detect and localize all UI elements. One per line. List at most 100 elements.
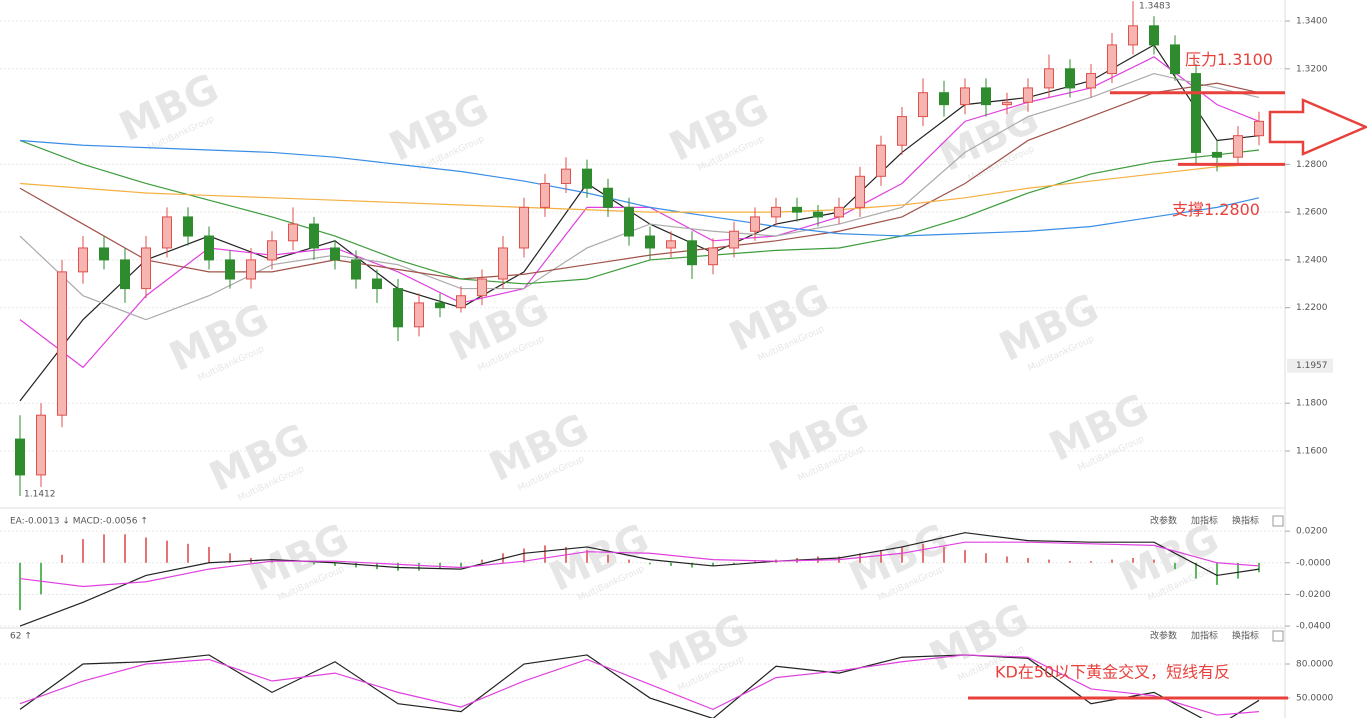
candle-body: [813, 211, 823, 218]
candle-body: [1149, 25, 1159, 46]
candle-body: [666, 240, 676, 249]
candle-body: [498, 247, 508, 280]
indicator-line: [19, 541, 1260, 588]
y-tick-label: 80.0000: [1296, 660, 1333, 670]
candle-body: [1128, 25, 1138, 46]
level-label: 压力1.3100: [1185, 50, 1273, 69]
candle-body: [1212, 151, 1222, 158]
high-label: 1.3483: [1139, 2, 1171, 12]
last-price-label: 1.1957: [1296, 361, 1328, 371]
candle-body: [1254, 120, 1264, 137]
indicator-line: [19, 654, 1260, 716]
y-tick-label: 1.2800: [1296, 160, 1328, 170]
candle-body: [876, 144, 886, 177]
indicator-line: [19, 532, 1260, 627]
indicator-line: [19, 139, 1260, 237]
candle-body: [351, 259, 361, 280]
candle-body: [204, 235, 214, 261]
candle-body: [36, 414, 46, 476]
low-label: 1.1412: [24, 489, 56, 499]
control-button[interactable]: 加指标: [1191, 630, 1218, 642]
candle-body: [939, 92, 949, 106]
candle-body: [183, 216, 193, 237]
candle-body: [477, 278, 487, 297]
candle-body: [1107, 44, 1117, 75]
candle-body: [687, 240, 697, 266]
candle-body: [246, 259, 256, 280]
candle-body: [1002, 101, 1012, 106]
y-tick-label: -0.0200: [1296, 590, 1331, 600]
candle-body: [1065, 68, 1075, 89]
candle-body: [729, 230, 739, 249]
candle-body: [1233, 135, 1243, 158]
candle-body: [1044, 68, 1054, 89]
level-label: KD在50以下黄金交叉，短线有反: [995, 663, 1230, 682]
candle-body: [960, 87, 970, 106]
y-tick-label: 50.0000: [1296, 694, 1333, 704]
candle-body: [1170, 44, 1180, 75]
candle-body: [456, 295, 466, 309]
candle-body: [120, 259, 130, 290]
candle-body: [1086, 73, 1096, 89]
control-button[interactable]: 换指标: [1232, 630, 1259, 642]
candle-body: [645, 235, 655, 249]
arrow: [1268, 98, 1367, 156]
control-button[interactable]: 加指标: [1191, 515, 1218, 527]
y-tick-label: -0.0400: [1296, 622, 1331, 632]
candle-body: [225, 259, 235, 280]
candle-body: [372, 278, 382, 290]
close-button[interactable]: [1272, 515, 1284, 527]
candle-body: [1023, 87, 1033, 103]
y-tick-label: 1.1800: [1296, 399, 1328, 409]
candle-body: [1191, 73, 1201, 153]
candle-body: [330, 247, 340, 261]
y-tick-label: 0.0200: [1296, 527, 1328, 537]
candle-body: [918, 92, 928, 118]
candle-body: [855, 175, 865, 208]
candle-body: [624, 206, 634, 237]
control-button[interactable]: 改参数: [1150, 630, 1177, 642]
candle-body: [57, 271, 67, 416]
y-tick-label: 1.1600: [1296, 447, 1328, 457]
y-tick-label: 1.2200: [1296, 303, 1328, 313]
candle-body: [267, 240, 277, 261]
y-tick-label: 1.2600: [1296, 208, 1328, 218]
candle-body: [414, 302, 424, 328]
y-tick-label: -0.0000: [1296, 558, 1331, 568]
candle-body: [162, 216, 172, 249]
candle-body: [15, 438, 25, 476]
candle-body: [981, 87, 991, 106]
level-label: 支撑1.2800: [1172, 200, 1260, 219]
y-tick-label: 1.3200: [1296, 64, 1328, 74]
candle-body: [792, 206, 802, 213]
candle-body: [750, 216, 760, 232]
last-price-box: [1287, 358, 1333, 373]
candle-body: [519, 206, 529, 249]
candle-body: [78, 247, 88, 273]
indicator-line: [19, 163, 1260, 213]
candle-body: [309, 223, 319, 249]
candle-body: [897, 116, 907, 146]
indicator-header: 62 ↑: [10, 632, 32, 642]
candle-body: [288, 223, 298, 242]
control-button[interactable]: 改参数: [1150, 515, 1177, 527]
candle-body: [582, 168, 592, 189]
candle-body: [834, 206, 844, 218]
candle-body: [435, 302, 445, 309]
control-button[interactable]: 换指标: [1232, 515, 1259, 527]
indicator-line: [19, 654, 1260, 718]
y-tick-label: 1.3400: [1296, 17, 1328, 27]
close-button[interactable]: [1272, 630, 1284, 642]
candle-body: [393, 288, 403, 328]
candle-body: [708, 247, 718, 266]
candle-body: [99, 247, 109, 261]
indicator-header: EA:-0.0013 ↓ MACD:-0.0056 ↑: [10, 517, 148, 527]
y-tick-label: 1.2400: [1296, 255, 1328, 265]
candle-body: [141, 247, 151, 290]
candle-body: [771, 206, 781, 218]
candle-body: [540, 182, 550, 208]
candle-body: [603, 187, 613, 208]
candle-body: [561, 168, 571, 184]
